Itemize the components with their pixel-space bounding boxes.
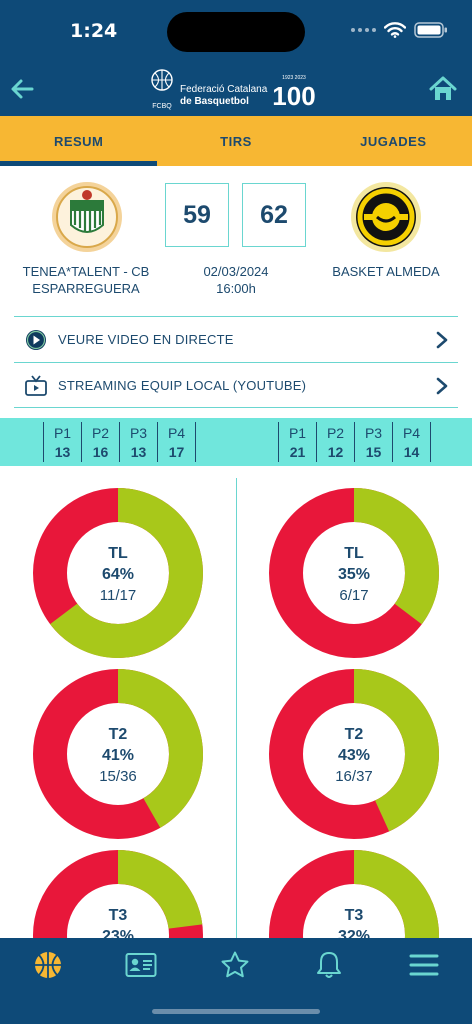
away-t2-donut: T2 43% 16/37: [269, 669, 439, 839]
dynamic-island: [167, 12, 305, 52]
donut-label: T2: [344, 726, 364, 743]
donut-percent: 43%: [337, 747, 371, 764]
donut-percent: 35%: [337, 566, 371, 583]
star-icon[interactable]: [219, 950, 251, 980]
chevron-right-icon: [436, 377, 448, 395]
column-divider: [236, 478, 237, 938]
away-team-name: BASKET ALMEDA: [332, 264, 440, 279]
status-time: 1:24: [70, 20, 118, 42]
wifi-icon: [384, 22, 406, 38]
home-team-logo: [51, 181, 123, 253]
home-period-4: P4 17: [158, 422, 196, 462]
match-summary: TENEA*TALENT - CB ESPARREGUERA 59 62 02/…: [0, 166, 472, 306]
basketball-logo-icon: [151, 69, 173, 91]
tab-jugades[interactable]: JUGADES: [360, 133, 427, 149]
donut-fraction: 15/36: [99, 768, 137, 785]
app-header: FCBQ Federació Catalana de Basquetbol 19…: [0, 62, 472, 116]
made-arc: [269, 850, 439, 938]
period-scores-bar: P1 13 P2 16 P3 13 P4 17 P1 21 P2 12 P3 15 P4 14: [0, 418, 472, 466]
donut-percent: 41%: [101, 747, 135, 764]
donut-fraction: 6/17: [339, 587, 369, 604]
donut-label: TL: [108, 545, 128, 562]
home-score: 59: [165, 183, 229, 247]
status-icons: [351, 22, 448, 38]
donut-label: T3: [344, 907, 364, 924]
tv-icon: [25, 375, 47, 396]
logo-anniv-years: 1923 2023: [282, 75, 306, 81]
bell-icon[interactable]: [313, 950, 345, 980]
made-arc: [33, 669, 203, 839]
away-tl-donut: TL 35% 6/17: [269, 488, 439, 658]
away-period-4: P4 14: [393, 422, 431, 462]
back-arrow-icon[interactable]: [8, 76, 36, 102]
made-arc: [33, 850, 203, 938]
play-icon: [26, 330, 46, 350]
fcbq-logo: FCBQ Federació Catalana de Basquetbol 19…: [151, 69, 316, 111]
status-bar: 1:24: [0, 0, 472, 62]
match-date: 02/03/2024: [203, 264, 269, 279]
id-card-icon[interactable]: [125, 950, 157, 980]
home-t2-donut: T2 41% 15/36: [33, 669, 203, 839]
home-team-name: TENEA*TALENT - CB ESPARREGUERA: [22, 264, 150, 296]
home-t3-donut: T3 23%: [33, 850, 203, 938]
live-video-label: VEURE VIDEO EN DIRECTE: [58, 332, 234, 347]
away-period-1: P1 21: [279, 422, 317, 462]
match-links: VEURE VIDEO EN DIRECTE STREAMING EQUIP L…: [14, 316, 458, 408]
chevron-right-icon: [436, 331, 448, 349]
shooting-stats: TL 64% 11/17 TL 35% 6/17 T2 41% 15/36 T2 43% 16/…: [0, 478, 472, 938]
home-period-1: P1 13: [44, 422, 82, 462]
donut-label: TL: [344, 545, 364, 562]
donut-percent: 64%: [101, 566, 135, 583]
donut-fraction: 16/37: [335, 768, 373, 785]
home-period-2: P2 16: [82, 422, 120, 462]
away-period-scores: P1 21 P2 12 P3 15 P4 14: [278, 422, 431, 462]
logo-org-line1: Federació Catalana: [180, 84, 268, 95]
donut-label: T3: [108, 907, 128, 924]
tab-resum[interactable]: RESUM: [0, 116, 158, 166]
logo-anniv-number: 100: [272, 81, 315, 111]
donut-label: T2: [108, 726, 128, 743]
streaming-youtube-label: STREAMING EQUIP LOCAL (YOUTUBE): [58, 377, 307, 393]
home-tl-donut: TL 64% 11/17: [33, 488, 203, 658]
tab-tirs[interactable]: TIRS: [220, 133, 252, 149]
live-video-link[interactable]: VEURE VIDEO EN DIRECTE: [14, 316, 458, 362]
home-period-scores: P1 13 P2 16 P3 13 P4 17: [43, 422, 196, 462]
home-indicator: [152, 1009, 320, 1014]
away-t3-donut: T3 32%: [269, 850, 439, 938]
made-arc: [33, 488, 203, 658]
donut-percent: 23%: [101, 928, 135, 938]
logo-abbr-text: FCBQ: [152, 103, 172, 110]
logo-org-line2: de Basquetbol: [180, 96, 249, 107]
donut-fraction: 11/17: [99, 587, 137, 604]
home-icon[interactable]: [428, 76, 458, 102]
away-period-2: P2 12: [317, 422, 355, 462]
away-score: 62: [242, 183, 306, 247]
donut-percent: 32%: [337, 928, 371, 938]
streaming-youtube-link[interactable]: STREAMING EQUIP LOCAL (YOUTUBE): [14, 362, 458, 408]
made-arc: [269, 488, 439, 658]
menu-icon[interactable]: [408, 950, 440, 980]
battery-icon: [414, 22, 447, 38]
home-period-3: P3 13: [120, 422, 158, 462]
signal-icon: [351, 28, 376, 32]
away-period-3: P3 15: [355, 422, 393, 462]
basketball-icon[interactable]: [32, 950, 64, 980]
match-time: 16:00h: [216, 281, 256, 296]
match-datetime: 02/03/2024 16:00h: [170, 263, 302, 297]
made-arc: [269, 669, 439, 839]
away-team-logo: [350, 181, 422, 253]
tab-bar: RESUM TIRS JUGADES: [0, 116, 472, 166]
